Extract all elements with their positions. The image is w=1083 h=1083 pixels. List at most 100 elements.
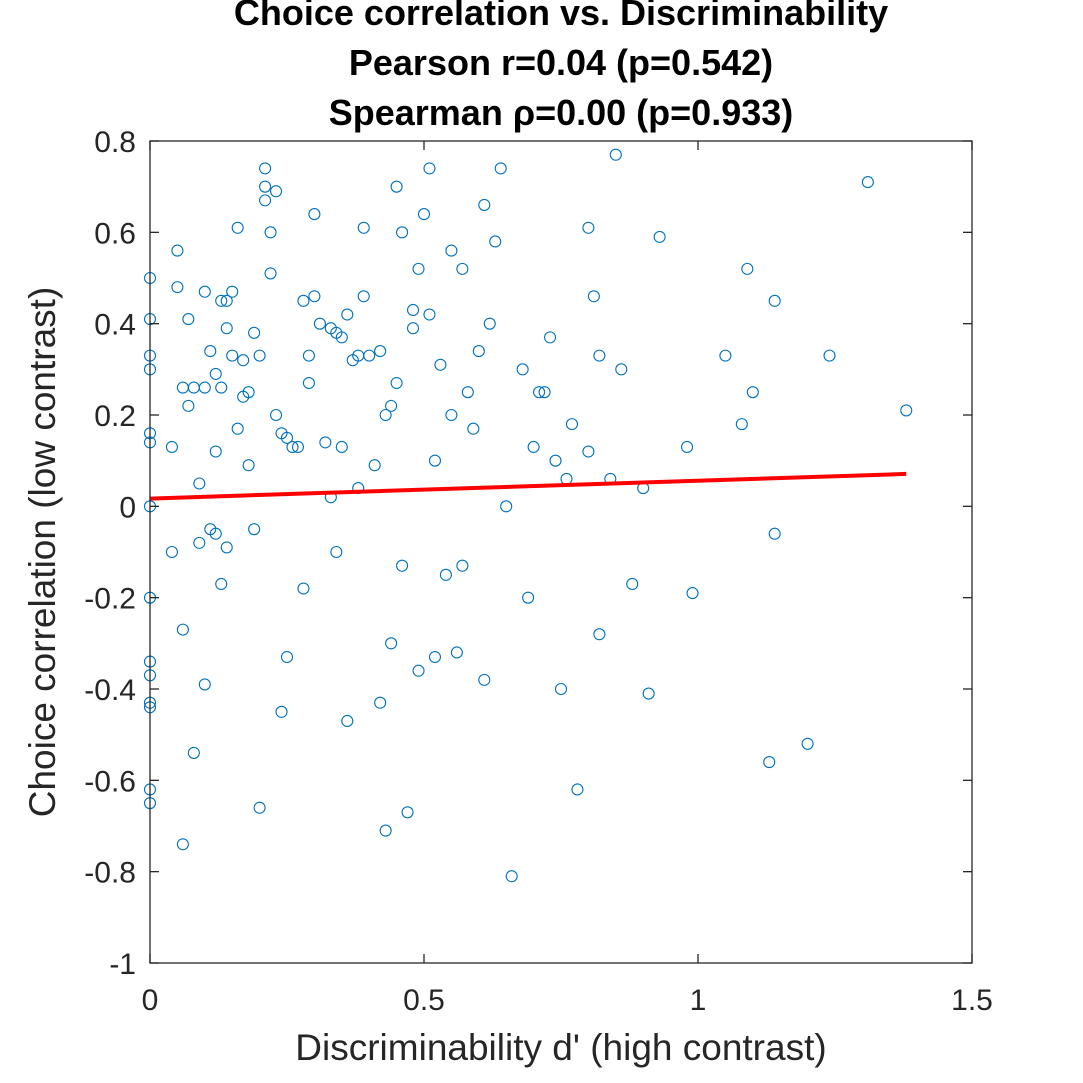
data-point xyxy=(483,317,496,330)
y-tick-label: 0.8 xyxy=(94,126,136,159)
data-point xyxy=(379,408,392,422)
data-point xyxy=(823,349,836,362)
data-point xyxy=(269,408,283,422)
data-point xyxy=(209,445,222,458)
x-axis-label: Discriminability d' (high contrast) xyxy=(295,1027,826,1068)
x-tick-label: 1 xyxy=(690,984,707,1017)
data-point xyxy=(445,408,458,422)
data-point xyxy=(615,363,628,376)
data-point xyxy=(297,582,310,595)
data-point xyxy=(220,294,233,307)
y-tick-label: -0.8 xyxy=(84,857,136,890)
data-point xyxy=(357,290,370,303)
data-point xyxy=(209,367,222,380)
data-point xyxy=(171,281,184,294)
data-point xyxy=(204,345,217,358)
data-point xyxy=(297,294,310,307)
x-tick-label: 1.5 xyxy=(951,984,993,1017)
pearson-subtitle: Pearson r=0.04 (p=0.542) xyxy=(348,42,774,83)
data-point xyxy=(406,322,420,335)
data-point xyxy=(187,381,200,394)
data-point xyxy=(198,678,211,691)
data-point xyxy=(456,559,469,572)
data-point xyxy=(259,194,272,207)
data-point xyxy=(226,349,239,362)
chart-title: Choice correlation vs. Discriminability xyxy=(233,0,889,33)
data-point xyxy=(187,746,200,759)
data-point xyxy=(193,477,206,490)
data-point xyxy=(165,440,178,454)
data-point xyxy=(242,386,255,399)
data-point xyxy=(242,459,255,472)
data-point xyxy=(768,294,781,307)
data-point xyxy=(609,148,622,161)
data-point xyxy=(396,559,409,572)
data-point xyxy=(434,358,447,371)
data-point xyxy=(253,801,266,814)
data-point xyxy=(735,418,748,431)
data-point xyxy=(653,230,666,243)
data-point xyxy=(505,870,518,883)
y-tick-label: 0.2 xyxy=(94,400,136,433)
data-point xyxy=(330,545,343,559)
data-point xyxy=(171,244,184,257)
x-tick-label: 0.5 xyxy=(403,984,445,1017)
data-point xyxy=(368,459,381,472)
data-point xyxy=(763,756,776,769)
data-point xyxy=(176,623,189,636)
axes-box xyxy=(149,140,973,964)
data-point xyxy=(719,349,732,362)
data-point xyxy=(516,363,529,376)
data-point xyxy=(582,221,595,234)
data-point xyxy=(313,317,326,330)
fit-line-layer xyxy=(149,471,907,501)
data-point xyxy=(478,198,491,211)
data-point xyxy=(472,345,485,358)
data-point xyxy=(686,587,699,600)
data-point xyxy=(626,577,639,591)
data-point xyxy=(587,290,600,303)
data-point xyxy=(198,381,211,394)
data-point xyxy=(439,568,452,581)
data-point xyxy=(269,185,283,198)
data-point xyxy=(390,180,403,193)
data-point xyxy=(215,381,228,394)
data-point xyxy=(182,313,195,326)
data-point xyxy=(280,431,294,444)
data-point xyxy=(302,349,315,362)
data-point xyxy=(642,687,655,700)
data-point xyxy=(489,235,502,248)
data-point xyxy=(385,637,398,650)
data-point xyxy=(165,545,178,559)
data-point xyxy=(182,399,195,412)
data-point xyxy=(385,399,398,412)
data-point xyxy=(374,345,387,358)
data-point xyxy=(445,244,458,257)
regression-line xyxy=(149,471,907,501)
data-point xyxy=(302,376,315,390)
data-point xyxy=(417,208,431,221)
data-point xyxy=(861,176,874,189)
data-point xyxy=(456,262,469,275)
data-point xyxy=(308,290,321,303)
y-tick-label: -1 xyxy=(109,948,136,981)
data-points xyxy=(143,148,913,883)
data-point xyxy=(259,180,272,193)
data-point xyxy=(680,440,694,454)
data-point xyxy=(231,221,244,234)
data-point xyxy=(286,440,299,454)
y-tick-label: 0 xyxy=(119,491,136,524)
data-point xyxy=(264,267,277,280)
data-point xyxy=(248,326,261,339)
data-point xyxy=(527,440,540,454)
data-point xyxy=(593,349,606,362)
data-point xyxy=(231,422,244,435)
data-point xyxy=(428,650,442,664)
data-point xyxy=(291,440,305,454)
data-point xyxy=(198,285,211,298)
y-tick-label: -0.2 xyxy=(84,583,136,616)
y-tick-label: -0.4 xyxy=(84,674,136,707)
data-point xyxy=(450,646,463,659)
data-point xyxy=(237,354,250,367)
